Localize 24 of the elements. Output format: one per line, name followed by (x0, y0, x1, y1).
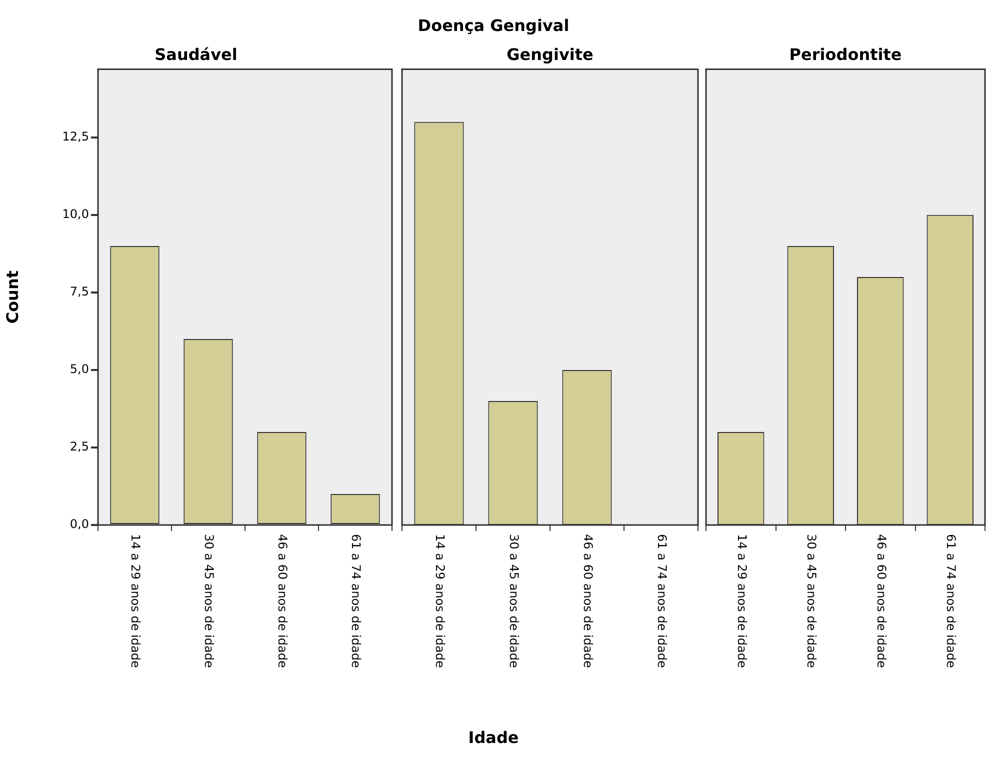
chart-title: Saudável (154, 44, 238, 64)
chart-title: Periodontite (789, 44, 902, 64)
x-tick-label: 46 a 60 anos de idade (580, 534, 595, 668)
x-tick-label: 14 a 29 anos de idade (734, 534, 749, 668)
x-tick-label: 14 a 29 anos de idade (432, 534, 447, 668)
y-tick-label: 2,5 (70, 440, 89, 454)
y-tick-label: 12,5 (62, 130, 89, 144)
chart-title: Gengivite (506, 44, 594, 64)
text: Doença Gengival (416, 16, 570, 35)
x-tick-label: 61 a 74 anos de idade (654, 534, 669, 668)
y-tick-label: 5,0 (70, 362, 89, 376)
y-tick-label: 10,0 (62, 207, 89, 222)
y-tick-label: 7,5 (70, 284, 89, 299)
x-tick-label: 14 a 29 anos de idade (128, 534, 143, 668)
x-tick-label: 61 a 74 anos de idade (349, 534, 364, 668)
y-tick-label: 0,0 (70, 517, 89, 532)
x-tick-label: 46 a 60 anos de idade (276, 534, 290, 668)
x-tick-label: 30 a 45 anos de idade (202, 534, 216, 668)
x-axis-title: Idade (467, 728, 520, 747)
x-tick-label: 30 a 45 anos de idade (804, 534, 818, 668)
y-axis-title: Count (2, 270, 22, 324)
x-tick-label: 46 a 60 anos de idade (874, 534, 888, 668)
x-tick-label: 61 a 74 anos de idade (944, 534, 958, 668)
x-tick-label: 30 a 45 anos de idade (506, 534, 521, 668)
